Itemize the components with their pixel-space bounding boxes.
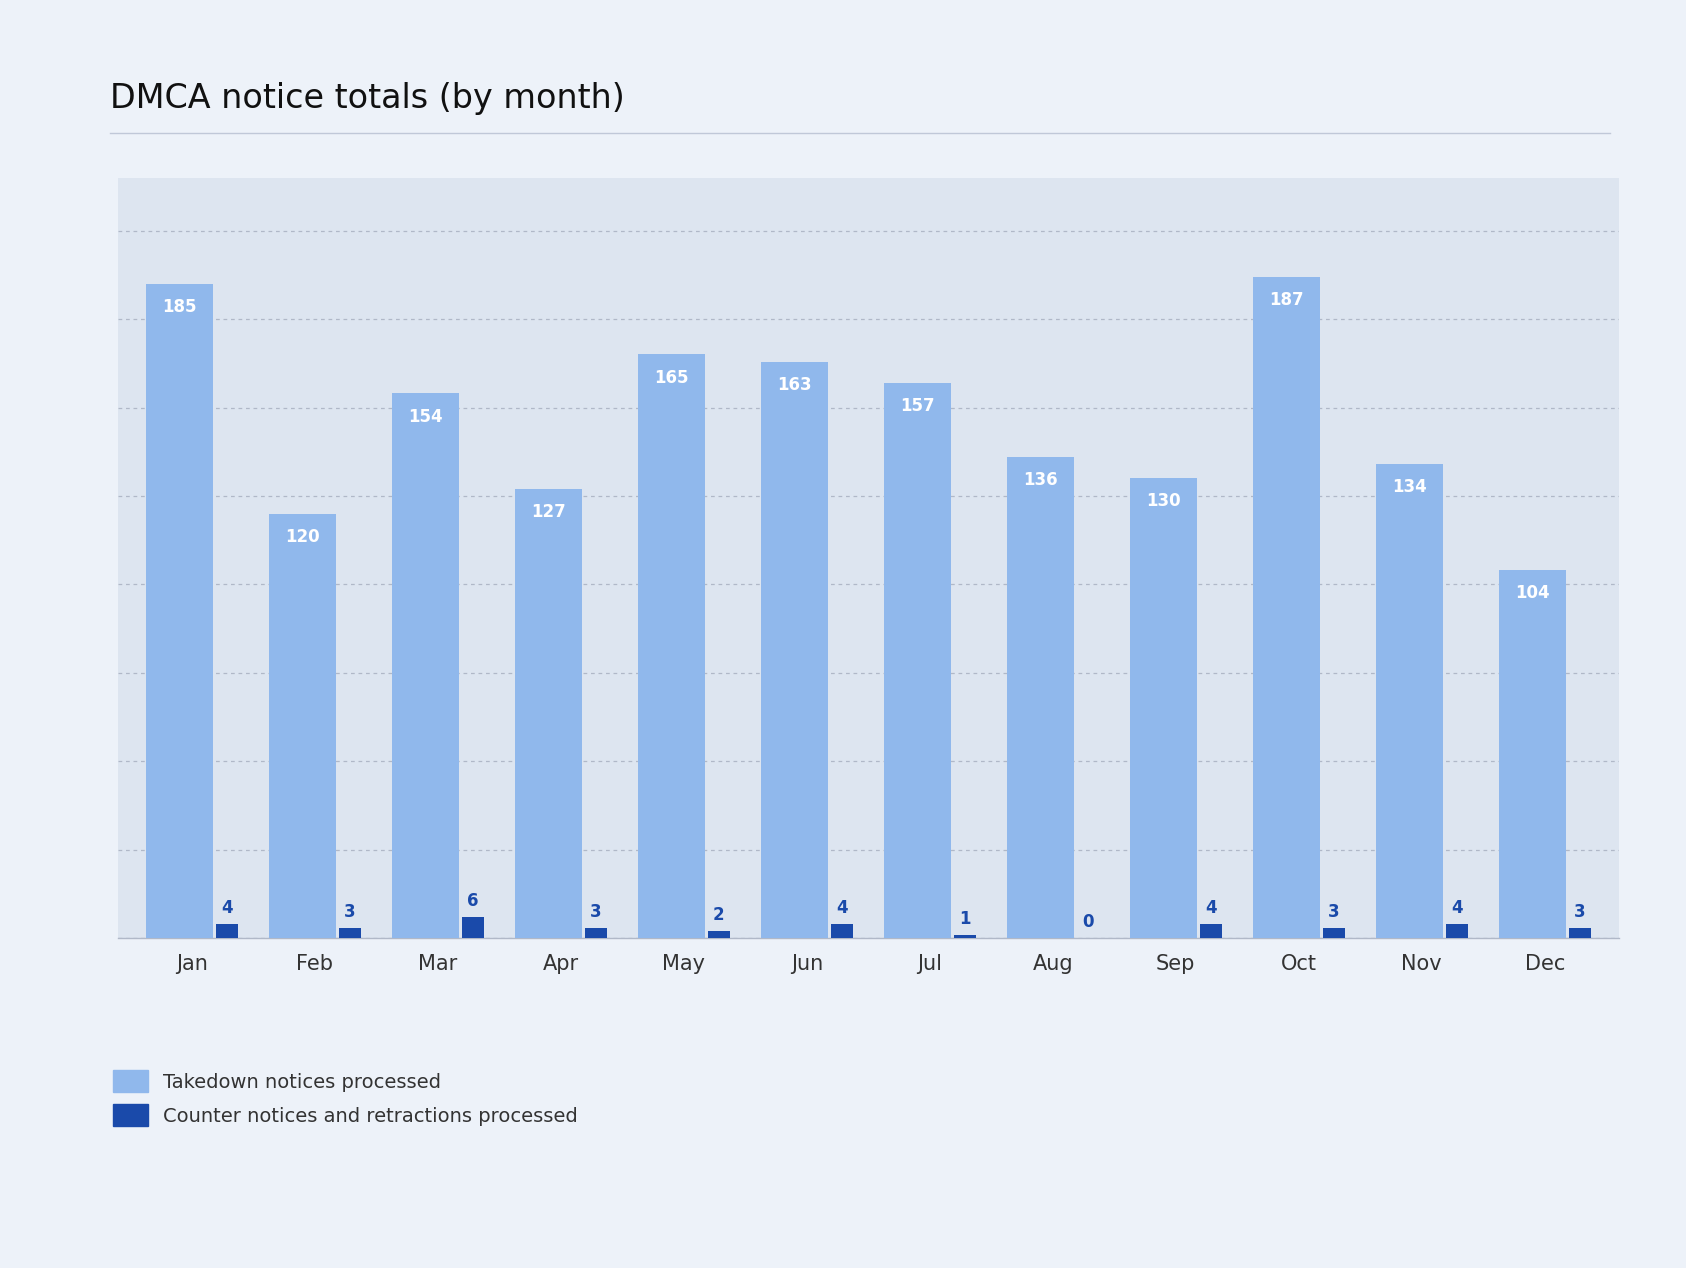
- Text: 104: 104: [1516, 585, 1549, 602]
- Text: 4: 4: [1205, 899, 1217, 917]
- Text: 3: 3: [1575, 903, 1585, 921]
- Text: 185: 185: [162, 298, 197, 316]
- Text: 136: 136: [1023, 472, 1057, 489]
- Bar: [1376, 464, 1443, 938]
- Text: DMCA notice totals (by month): DMCA notice totals (by month): [110, 82, 624, 115]
- Bar: [268, 514, 336, 938]
- Bar: [462, 917, 484, 938]
- Bar: [145, 284, 214, 938]
- Bar: [1200, 924, 1222, 938]
- Text: 165: 165: [654, 369, 690, 387]
- Text: 3: 3: [1329, 903, 1340, 921]
- Bar: [637, 355, 705, 938]
- Text: 3: 3: [590, 903, 602, 921]
- Text: 120: 120: [285, 527, 320, 545]
- Text: 134: 134: [1393, 478, 1426, 496]
- Bar: [216, 924, 238, 938]
- Bar: [1447, 924, 1469, 938]
- Text: 3: 3: [344, 903, 356, 921]
- Text: 1: 1: [959, 909, 971, 928]
- Bar: [954, 935, 976, 938]
- Text: 127: 127: [531, 503, 566, 521]
- Bar: [1324, 928, 1345, 938]
- Legend: Takedown notices processed, Counter notices and retractions processed: Takedown notices processed, Counter noti…: [113, 1070, 578, 1126]
- Bar: [1130, 478, 1197, 938]
- Bar: [514, 489, 582, 938]
- Bar: [391, 393, 459, 938]
- Bar: [708, 931, 730, 938]
- Text: 154: 154: [408, 407, 443, 426]
- Bar: [760, 361, 828, 938]
- Bar: [1499, 571, 1566, 938]
- Text: 0: 0: [1082, 913, 1094, 931]
- Text: 130: 130: [1146, 492, 1180, 511]
- Text: 2: 2: [713, 907, 725, 924]
- Text: 6: 6: [467, 891, 479, 910]
- Bar: [831, 924, 853, 938]
- Bar: [1568, 928, 1592, 938]
- Text: 4: 4: [221, 899, 233, 917]
- Bar: [585, 928, 607, 938]
- Text: 157: 157: [900, 397, 934, 415]
- Text: 4: 4: [1452, 899, 1463, 917]
- Bar: [339, 928, 361, 938]
- Bar: [1253, 276, 1320, 938]
- Text: 187: 187: [1270, 290, 1303, 308]
- Bar: [883, 383, 951, 938]
- Bar: [1007, 456, 1074, 938]
- Text: 4: 4: [836, 899, 848, 917]
- Text: 163: 163: [777, 375, 811, 393]
